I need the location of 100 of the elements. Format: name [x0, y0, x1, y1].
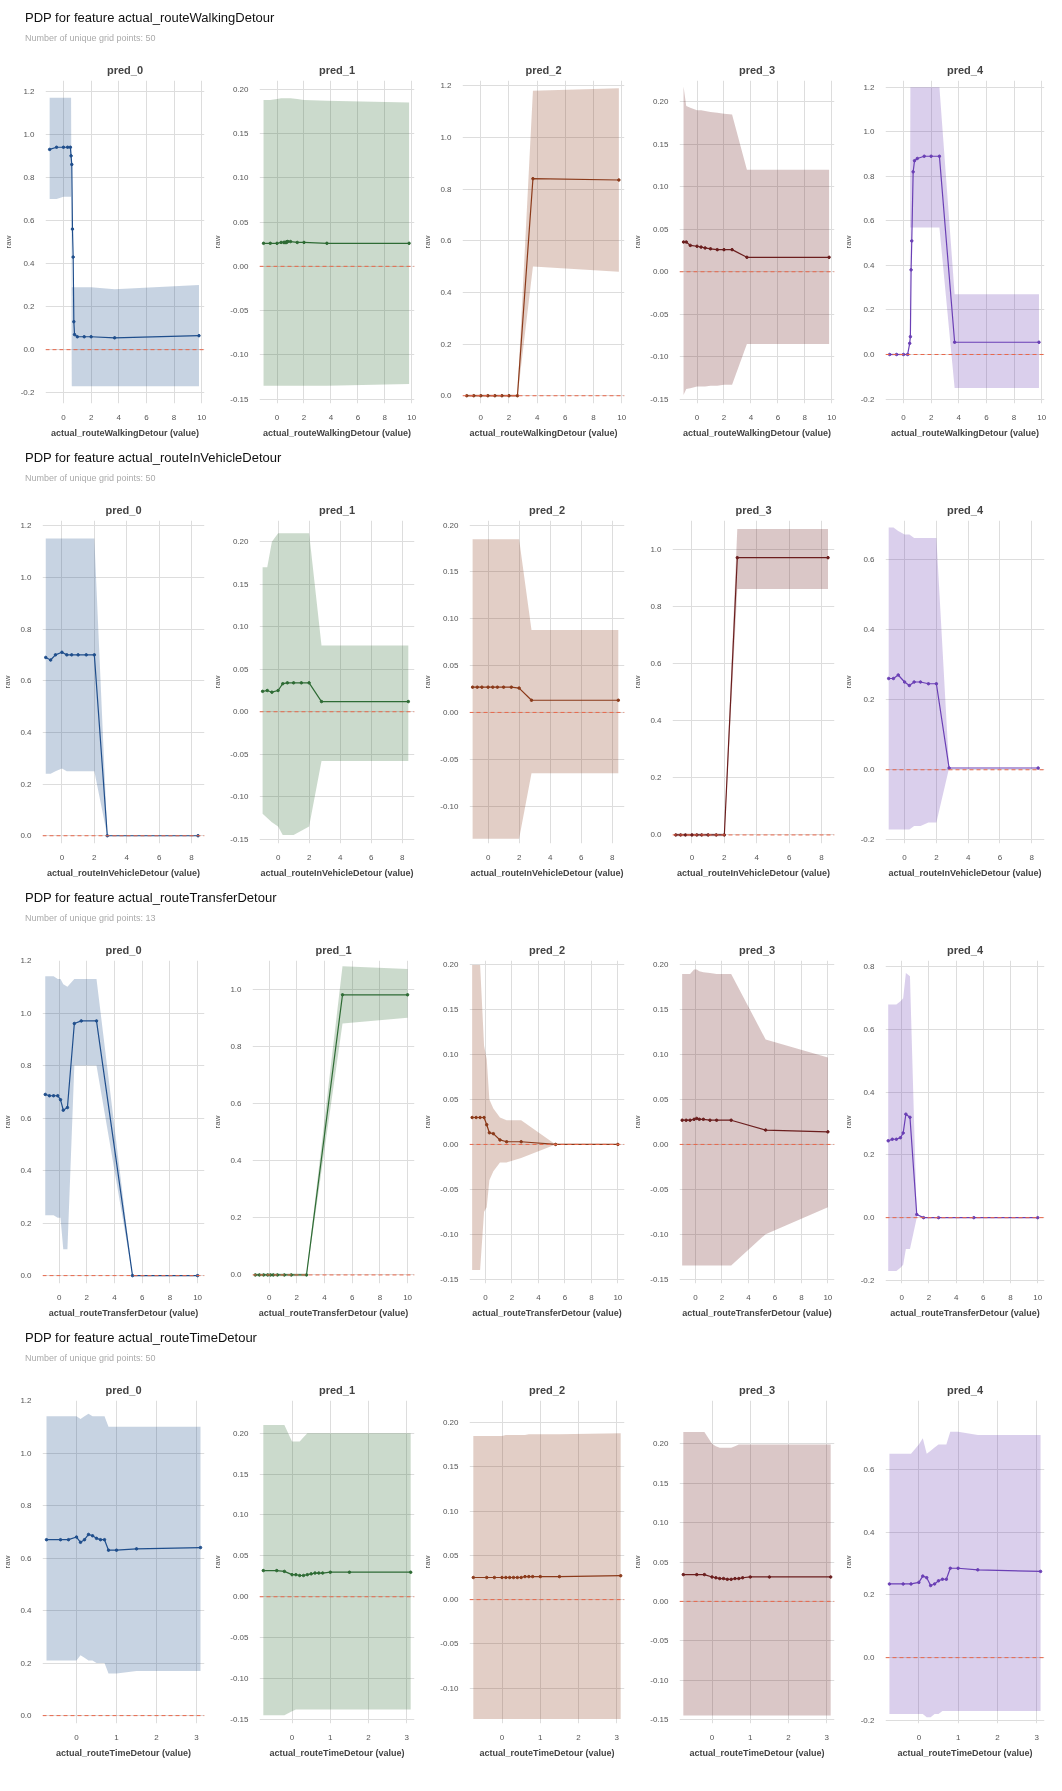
point	[688, 1118, 692, 1122]
x-tick-label: 10	[613, 1292, 623, 1302]
point	[51, 1093, 56, 1098]
point	[61, 145, 66, 149]
point	[827, 255, 831, 260]
x-axis-title: actual_routeTimeDetour (value)	[479, 1747, 615, 1758]
y-tick-label: -0.15	[650, 1274, 670, 1284]
y-tick-label: 0.8	[863, 171, 876, 181]
chart-title: pred_3	[738, 1383, 776, 1396]
x-axis-title: actual_routeInVehicleDetour (value)	[470, 867, 624, 878]
point	[509, 685, 514, 689]
x-axis-title: actual_routeInVehicleDetour (value)	[676, 867, 831, 878]
y-tick-label: 0.00	[652, 267, 670, 277]
x-tick-label: 8	[609, 852, 615, 862]
y-tick-label: 0.4	[863, 260, 876, 270]
x-tick-label: 8	[802, 412, 808, 422]
point	[922, 154, 926, 158]
point	[918, 680, 923, 684]
point	[406, 699, 411, 704]
x-axis-title: actual_routeTransferDetour (value)	[472, 1307, 622, 1318]
point	[114, 1548, 119, 1552]
point	[722, 247, 726, 252]
y-tick-label: 0.20	[442, 520, 460, 530]
point	[198, 1545, 203, 1550]
x-tick-label: 8	[591, 412, 597, 422]
y-tick-label: -0.15	[230, 394, 250, 404]
y-tick-label: 0.15	[442, 567, 460, 577]
x-axis-title: actual_routeWalkingDetour (value)	[262, 427, 412, 438]
y-tick-label: -0.15	[230, 1714, 250, 1724]
y-tick-label: 0.6	[863, 554, 876, 564]
point	[106, 1548, 111, 1552]
y-axis-title: raw	[213, 1115, 223, 1129]
x-tick-label: 4	[953, 1292, 959, 1302]
chart-title: pred_4	[946, 503, 984, 516]
point	[924, 1575, 929, 1580]
point	[102, 1537, 107, 1542]
point	[48, 658, 53, 662]
point	[98, 1537, 103, 1542]
point	[519, 1139, 523, 1144]
point	[265, 688, 269, 693]
y-tick-label: 0.2	[650, 773, 663, 783]
point	[680, 1118, 684, 1122]
y-tick-label: -0.05	[440, 1639, 460, 1649]
point	[504, 1139, 509, 1144]
point	[616, 698, 621, 702]
y-tick-label: 0.0	[20, 1711, 33, 1721]
x-axis-title: actual_routeTransferDetour (value)	[258, 1307, 409, 1318]
x-tick-label: 4	[754, 852, 760, 862]
x-tick-label: 4	[746, 1292, 752, 1302]
point	[281, 681, 285, 686]
y-tick-label: 0.0	[863, 1213, 876, 1223]
point	[695, 244, 699, 248]
y-tick-label: 1.2	[20, 521, 33, 531]
x-tick-label: 2	[92, 852, 98, 862]
y-tick-label: 0.10	[442, 1506, 460, 1516]
point	[71, 255, 75, 259]
y-axis-title: raw	[3, 675, 13, 689]
y-tick-label: 1.0	[20, 572, 33, 582]
x-axis-title: actual_routeTimeDetour (value)	[56, 1747, 191, 1758]
text: Number of unique grid points: 50	[25, 471, 157, 485]
y-tick-label: 0.00	[232, 261, 250, 271]
x-tick-label: 6	[355, 412, 361, 422]
y-tick-label: 0.6	[863, 1024, 876, 1034]
x-tick-label: 1	[748, 1732, 754, 1742]
y-tick-label: 0.2	[863, 695, 876, 705]
x-tick-label: 3	[1034, 1732, 1040, 1742]
y-tick-label: -0.10	[230, 792, 250, 802]
y-tick-label: 0.2	[20, 1218, 33, 1228]
y-tick-label: 0.4	[20, 1166, 33, 1176]
x-tick-label: 0	[483, 1292, 489, 1302]
point	[692, 1117, 696, 1122]
chart-title: pred_3	[735, 503, 772, 516]
x-tick-label: 4	[748, 412, 754, 422]
y-tick-label: -0.10	[650, 1675, 670, 1685]
y-tick-label: -0.10	[440, 1683, 460, 1693]
point	[947, 766, 951, 770]
y-tick-label: -0.15	[440, 1274, 460, 1284]
x-tick-label: 6	[349, 1292, 355, 1302]
x-tick-label: 2	[294, 1292, 300, 1302]
point	[912, 158, 917, 163]
y-axis-title: raw	[843, 1115, 853, 1129]
point	[493, 394, 497, 398]
y-tick-label: 0.05	[652, 1557, 670, 1567]
point	[826, 1130, 830, 1134]
point	[65, 145, 70, 149]
y-tick-label: 0.20	[232, 84, 250, 94]
y-tick-label: 0.05	[232, 217, 250, 227]
y-tick-label: 0.8	[20, 1061, 33, 1071]
y-tick-label: 0.20	[442, 960, 460, 970]
y-tick-label: -0.15	[650, 394, 670, 404]
point	[907, 341, 912, 346]
y-axis-title: raw	[213, 1555, 223, 1569]
x-tick-label: 0	[902, 852, 908, 862]
point	[617, 178, 621, 182]
y-tick-label: 0.15	[652, 139, 670, 149]
point	[134, 1547, 139, 1551]
y-tick-label: 1.0	[650, 544, 663, 554]
y-axis-title: raw	[423, 1555, 433, 1569]
point	[529, 698, 534, 702]
point	[932, 1582, 937, 1586]
